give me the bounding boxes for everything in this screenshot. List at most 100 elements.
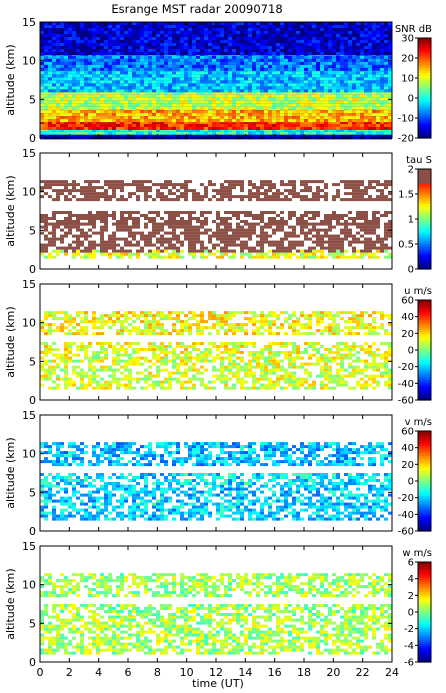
y-tick-label-v-3: 15 xyxy=(22,409,36,422)
y-tick-label-v-2: 10 xyxy=(22,448,36,461)
y-axis-label-w: altitude (km) xyxy=(4,568,17,639)
y-axis-label-tau: altitude (km) xyxy=(4,175,17,246)
colorbar-tick-label-v-5: 40 xyxy=(401,443,414,454)
layer-snr-7 xyxy=(40,22,392,55)
layer-tau-3 xyxy=(40,180,392,202)
data-field-tau xyxy=(40,180,392,259)
layer-u-2 xyxy=(40,311,392,336)
colorbar-tick-label-v-3: 0 xyxy=(408,477,414,488)
colorbar-tick-label-snr-2: 0 xyxy=(408,94,414,105)
layer-snr-4 xyxy=(40,91,392,110)
colorbar-tick-label-u-1: -40 xyxy=(398,379,414,390)
y-tick-label-w-0: 0 xyxy=(29,656,36,669)
colorbar-label-w: w m/s xyxy=(402,548,432,559)
x-tick-label-2: 4 xyxy=(95,666,102,679)
colorbar-tick-label-w-4: 2 xyxy=(408,591,414,602)
y-tick-label-w-1: 5 xyxy=(29,617,36,630)
colorbar-tick-label-tau-0: 0 xyxy=(408,265,414,276)
colorbar-tick-label-snr-1: -10 xyxy=(398,114,414,125)
colorbar-label-tau: tau S xyxy=(406,155,432,166)
colorbar-u: -60 -40 -20 0 20 40 60u m/s xyxy=(398,286,432,407)
x-tick-label-7: 14 xyxy=(238,666,252,679)
colorbar-tick-label-v-2: -20 xyxy=(398,493,414,504)
layer-u-1 xyxy=(40,342,392,354)
colorbar-v: -60 -40 -20 0 20 40 60v m/s xyxy=(398,417,432,538)
x-tick-label-12: 24 xyxy=(385,666,399,679)
colorbar-label-u: u m/s xyxy=(404,286,432,297)
y-tick-label-v-1: 5 xyxy=(29,486,36,499)
layer-snr-2 xyxy=(40,121,392,130)
y-tick-label-u-0: 0 xyxy=(29,394,36,407)
colorbar-tick-label-snr-0: -20 xyxy=(398,134,414,145)
colorbar-tick-label-v-4: 20 xyxy=(401,460,414,471)
y-axis-label-v: altitude (km) xyxy=(4,437,17,508)
colorbar-tick-label-v-1: -40 xyxy=(398,510,414,521)
y-axis-label-snr: altitude (km) xyxy=(4,44,17,115)
y-tick-label-tau-1: 5 xyxy=(29,224,36,237)
colorbar-tick-label-tau-1: 0.5 xyxy=(398,240,414,251)
layer-tau-1 xyxy=(40,222,392,253)
layer-v-2 xyxy=(40,442,392,467)
layer-tau-2 xyxy=(40,211,392,223)
x-tick-label-1: 2 xyxy=(66,666,73,679)
colorbar-tick-label-u-0: -60 xyxy=(398,396,414,407)
data-field-snr xyxy=(40,22,392,140)
colorbar-tick-label-tau-2: 1 xyxy=(408,215,414,226)
colorbar-tick-label-snr-3: 10 xyxy=(401,74,414,85)
colorbar-tick-label-tau-4: 2 xyxy=(408,165,414,176)
layer-snr-6 xyxy=(40,52,392,71)
x-tick-label-5: 10 xyxy=(180,666,194,679)
x-tick-label-4: 8 xyxy=(154,666,161,679)
y-tick-label-tau-3: 15 xyxy=(22,147,36,160)
y-tick-label-snr-0: 0 xyxy=(29,132,36,145)
y-tick-label-v-0: 0 xyxy=(29,525,36,538)
colorbar-tick-label-w-3: 0 xyxy=(408,608,414,619)
colorbar-tick-label-tau-3: 1.5 xyxy=(398,190,414,201)
x-tick-label-8: 16 xyxy=(268,666,282,679)
colorbar-tick-label-w-1: -4 xyxy=(404,641,414,652)
data-field-w xyxy=(40,573,392,655)
y-tick-label-snr-1: 5 xyxy=(29,93,36,106)
colorbar-tick-label-w-0: -6 xyxy=(404,658,414,669)
data-field-v xyxy=(40,442,392,521)
colorbar-tick-label-snr-5: 30 xyxy=(401,34,414,45)
colorbar-tick-label-u-4: 20 xyxy=(401,329,414,340)
colorbar-tick-label-w-5: 4 xyxy=(408,574,414,585)
y-tick-label-w-2: 10 xyxy=(22,579,36,592)
layer-snr-1 xyxy=(40,128,392,135)
y-tick-label-tau-0: 0 xyxy=(29,263,36,276)
panel-u: 0 5 10 15 altitude (km) -60 -40 -20 0 20 40 60u m/s xyxy=(4,278,432,407)
y-tick-label-tau-2: 10 xyxy=(22,186,36,199)
colorbar-tick-label-w-6: 6 xyxy=(408,558,414,569)
x-tick-label-3: 6 xyxy=(125,666,132,679)
colorbar-tick-label-w-2: -2 xyxy=(404,624,414,635)
y-tick-label-u-2: 10 xyxy=(22,317,36,330)
y-tick-label-w-3: 15 xyxy=(22,540,36,553)
y-tick-label-snr-2: 10 xyxy=(22,55,36,68)
x-axis-label: time (UT) xyxy=(192,677,244,690)
data-field-u xyxy=(40,311,392,390)
x-tick-label-0: 0 xyxy=(37,666,44,679)
y-axis-label-u: altitude (km) xyxy=(4,306,17,377)
figure-title: Esrange MST radar 20090718 xyxy=(111,2,282,16)
colorbar-label-v: v m/s xyxy=(405,417,432,428)
y-tick-label-snr-3: 15 xyxy=(22,16,36,29)
colorbar-tick-label-v-0: -60 xyxy=(398,527,414,538)
layer-w-0 xyxy=(40,615,392,655)
colorbar-tick-label-u-2: -20 xyxy=(398,362,414,373)
panel-v: 0 5 10 15 altitude (km) -60 -40 -20 0 20 40 60v m/s xyxy=(4,409,432,538)
x-tick-label-11: 22 xyxy=(356,666,370,679)
layer-w-2 xyxy=(40,573,392,598)
colorbar-tick-label-snr-4: 20 xyxy=(401,54,414,65)
colorbar-tick-label-u-3: 0 xyxy=(408,346,414,357)
layer-tau-0 xyxy=(40,249,392,259)
y-tick-label-u-3: 15 xyxy=(22,278,36,291)
layer-v-1 xyxy=(40,473,392,485)
y-tick-label-u-1: 5 xyxy=(29,355,36,368)
